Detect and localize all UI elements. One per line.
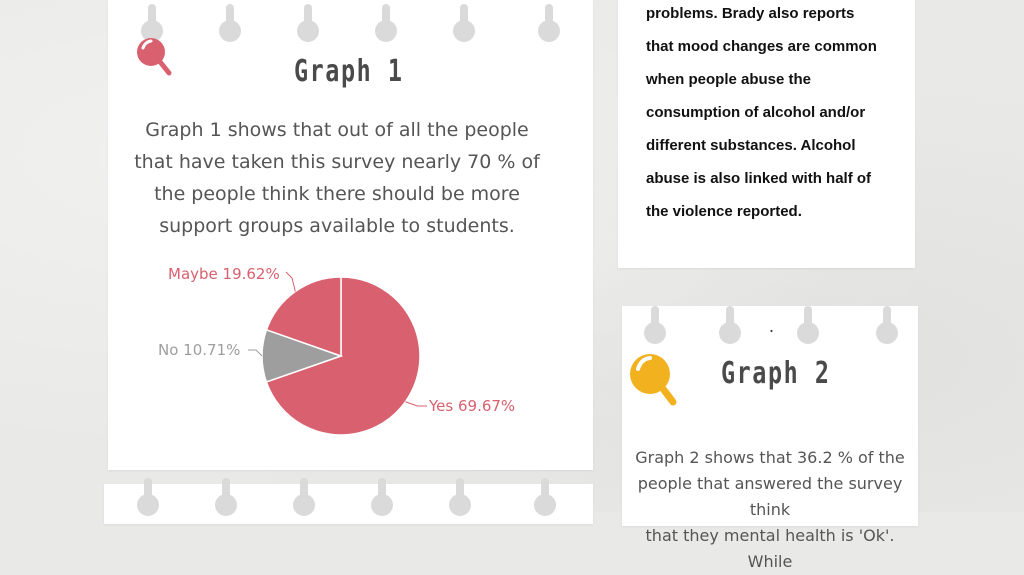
binder-ring bbox=[538, 4, 560, 42]
binder-ring bbox=[297, 4, 319, 42]
binder-ring bbox=[375, 4, 397, 42]
text-card-paragraph: problems. Brady also reports that mood c… bbox=[646, 5, 877, 220]
binder-ring bbox=[453, 4, 475, 42]
graph2-card: . Graph 2 Graph 2 shows that 36.2 % of t… bbox=[622, 306, 918, 571]
binder-ring bbox=[137, 478, 159, 516]
bottom-card bbox=[104, 478, 593, 524]
text-card: problems. Brady also reports that mood c… bbox=[618, 0, 915, 268]
binder-ring bbox=[219, 4, 241, 42]
graph2-heading: Graph 2 bbox=[721, 356, 831, 391]
binder-ring bbox=[215, 478, 237, 516]
binder-ring bbox=[371, 478, 393, 516]
binder-ring bbox=[141, 4, 163, 42]
graph1-heading: Graph 1 bbox=[294, 54, 404, 89]
graph1-card: Graph 1 Graph 1 shows that out of all th… bbox=[108, 0, 593, 470]
pie-label-maybe: Maybe 19.62% bbox=[168, 265, 280, 283]
binder-ring bbox=[534, 478, 556, 516]
graph2-paragraph: Graph 2 shows that 36.2 % of the people … bbox=[635, 448, 905, 571]
pie-leader-yes bbox=[405, 401, 427, 407]
pie-label-yes: Yes 69.67% bbox=[428, 397, 515, 415]
magnifier-icon bbox=[137, 38, 172, 76]
pie-label-no: No 10.71% bbox=[158, 341, 240, 359]
graph1-paragraph: Graph 1 shows that out of all the people… bbox=[134, 119, 540, 237]
binder-ring bbox=[797, 306, 819, 344]
pie-slice-maybe bbox=[265, 276, 342, 358]
binder-ring bbox=[449, 478, 471, 516]
dot-mark: . bbox=[769, 316, 775, 336]
binder-ring bbox=[719, 306, 741, 344]
pie-leader-no bbox=[248, 349, 263, 357]
pie-chart: Maybe 19.62% No 10.71% Yes 69.67% bbox=[158, 265, 515, 436]
magnifier-icon bbox=[630, 354, 677, 406]
binder-ring bbox=[876, 306, 898, 344]
pie-leader-maybe bbox=[285, 271, 296, 292]
binder-ring bbox=[644, 306, 666, 344]
binder-ring bbox=[293, 478, 315, 516]
